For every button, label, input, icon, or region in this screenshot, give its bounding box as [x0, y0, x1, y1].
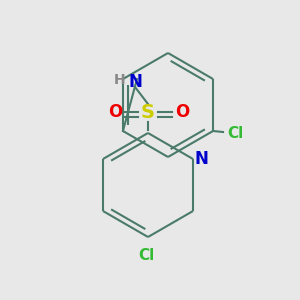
Text: O: O [175, 103, 189, 121]
Text: N: N [128, 73, 142, 91]
Text: Cl: Cl [227, 125, 243, 140]
Text: Cl: Cl [138, 248, 154, 262]
Text: N: N [194, 150, 208, 168]
Text: H: H [114, 73, 126, 87]
Text: O: O [108, 103, 122, 121]
Text: S: S [141, 103, 155, 122]
